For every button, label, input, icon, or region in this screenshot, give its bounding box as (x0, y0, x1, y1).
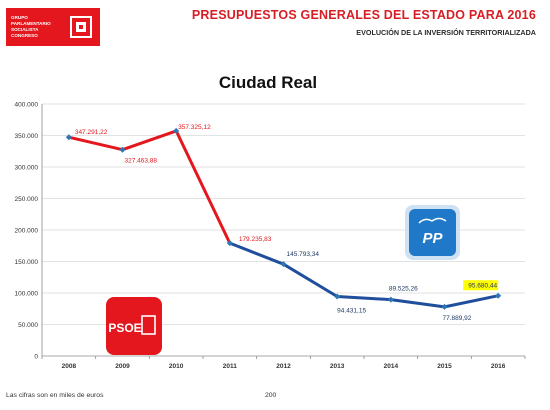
y-tick-label: 350.000 (15, 133, 39, 140)
x-tick-label: 2016 (491, 363, 506, 370)
data-label: 327.463,88 (125, 158, 158, 165)
data-point (334, 293, 341, 300)
x-tick-label: 2008 (62, 363, 77, 370)
logo-line: SOCIALISTA (11, 27, 39, 32)
chart-title: Ciudad Real (219, 73, 317, 92)
series-line (229, 241, 499, 309)
y-tick-label: 100.000 (15, 291, 39, 298)
data-point (441, 303, 448, 310)
data-label: 95.680,44 (468, 283, 497, 290)
data-label: 89.525,26 (389, 286, 418, 293)
logo-line: PARLAMENTARIO (11, 21, 51, 26)
psoe-badge-label: PSOE (108, 321, 141, 335)
data-point (226, 240, 233, 247)
subtitle: EVOLUCIÓN DE LA INVERSIÓN TERRITORIALIZA… (356, 28, 536, 37)
psoe-badge (106, 297, 162, 355)
y-tick-label: 300.000 (15, 165, 39, 172)
units-footnote: Las cifras son en miles de euros (6, 392, 104, 399)
logo-line: CONGRESO (11, 33, 38, 38)
x-tick-label: 2009 (115, 363, 130, 370)
y-tick-label: 250.000 (15, 196, 39, 203)
y-tick-label: 0 (34, 354, 38, 361)
data-label: 179.235,83 (239, 236, 272, 243)
x-tick-label: 2015 (437, 363, 452, 370)
logo-text: GRUPO PARLAMENTARIO SOCIALISTA CONGRESO (6, 15, 65, 39)
x-tick-label: 2012 (276, 363, 291, 370)
x-tick-label: 2014 (384, 363, 399, 370)
rose-fist-icon (70, 16, 92, 38)
psoe-rose-icon (141, 315, 156, 335)
data-point (280, 261, 287, 268)
data-label: 347.291,22 (75, 129, 108, 136)
data-point (387, 296, 394, 303)
y-tick-label: 150.000 (15, 259, 39, 266)
data-label: 77.889,92 (443, 315, 472, 322)
y-tick-label: 50.000 (18, 322, 38, 329)
series-line (68, 129, 232, 244)
x-tick-label: 2010 (169, 363, 184, 370)
pp-badge-label: PP (422, 230, 443, 247)
x-tick-label: 2013 (330, 363, 345, 370)
main-title: PRESUPUESTOS GENERALES DEL ESTADO PARA 2… (191, 8, 536, 22)
data-point (495, 292, 502, 299)
y-tick-label: 400.000 (15, 102, 39, 109)
page-number: 200 (265, 392, 277, 399)
psoe-group-logo: GRUPO PARLAMENTARIO SOCIALISTA CONGRESO (6, 8, 100, 46)
y-tick-label: 200.000 (15, 228, 39, 235)
data-point (65, 134, 72, 141)
x-tick-label: 2011 (223, 363, 237, 370)
logo-line: GRUPO (11, 15, 28, 20)
pp-gull-icon (418, 217, 447, 224)
highlight-box (463, 280, 499, 291)
data-point (173, 127, 180, 134)
data-point (119, 146, 126, 153)
data-label: 94.431,15 (337, 308, 366, 315)
data-label: 357.325,12 (178, 124, 211, 131)
data-label: 145.793,34 (287, 251, 320, 258)
